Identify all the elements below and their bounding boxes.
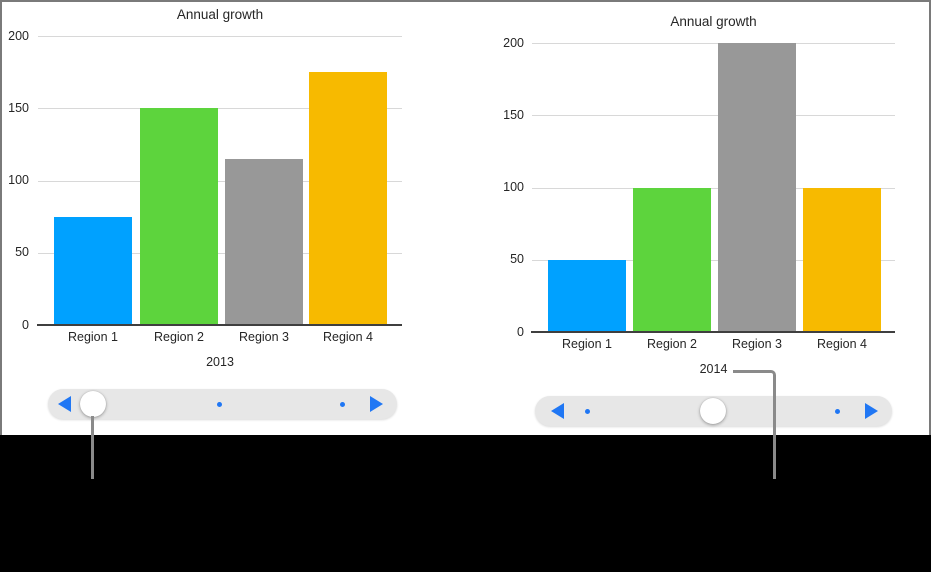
gridline [38,36,402,37]
pager-track[interactable] [48,389,397,419]
callout-line-year [733,370,776,479]
page-dot[interactable] [217,401,222,407]
year-label-2013: 2013 [206,355,234,369]
category-label: Region 3 [731,337,783,351]
gridline [532,115,895,117]
bar-region-4 [309,72,387,325]
category-label: Region 4 [816,337,868,351]
bar-region-2 [633,187,711,332]
chevron-left-icon[interactable] [551,403,564,419]
x-axis-line [37,324,402,326]
page-dot[interactable] [340,401,345,407]
y-tick-label: 200 [503,35,524,50]
bar-region-2 [140,108,218,325]
bar-region-3 [225,158,303,325]
category-label: Region 4 [322,330,374,344]
bottom-mask [0,435,931,572]
chart-title-2014: Annual growth [670,14,757,29]
bar-region-3 [718,43,796,332]
y-tick-label: 100 [8,173,29,187]
chart-pager-2014[interactable] [535,396,892,426]
year-label-2014: 2014 [699,362,728,376]
x-axis-line [531,331,895,333]
category-label: Region 3 [238,330,290,344]
pager-knob[interactable] [700,398,726,424]
y-tick-label: 200 [8,28,29,43]
gridline [532,259,895,261]
callout-line-knob [91,416,94,479]
y-tick-label: 50 [510,252,524,267]
chevron-left-icon[interactable] [58,396,71,412]
y-tick-label: 50 [15,245,29,260]
chevron-right-icon[interactable] [865,403,878,419]
chart-pager-2013[interactable] [48,389,397,419]
category-label: Region 1 [67,330,119,344]
chevron-right-icon[interactable] [370,396,383,412]
bar-region-1 [548,259,626,332]
y-tick-label: 150 [8,100,29,115]
y-tick-label: 100 [503,180,524,194]
gridline [38,180,402,182]
gridline [38,252,402,254]
bar-region-1 [54,216,132,325]
category-label: Region 2 [646,337,698,351]
pager-knob[interactable] [80,391,106,417]
bar-region-4 [803,187,881,332]
gridline [532,43,895,44]
gridline [38,108,402,110]
y-tick-label: 0 [517,324,524,339]
page-dot[interactable] [585,408,590,414]
page-dot[interactable] [835,408,840,414]
gridline [532,187,895,189]
chart-title-2013: Annual growth [176,7,264,22]
y-tick-label: 0 [22,317,29,332]
category-label: Region 1 [561,337,613,351]
y-tick-label: 150 [503,107,524,122]
category-label: Region 2 [153,330,205,344]
